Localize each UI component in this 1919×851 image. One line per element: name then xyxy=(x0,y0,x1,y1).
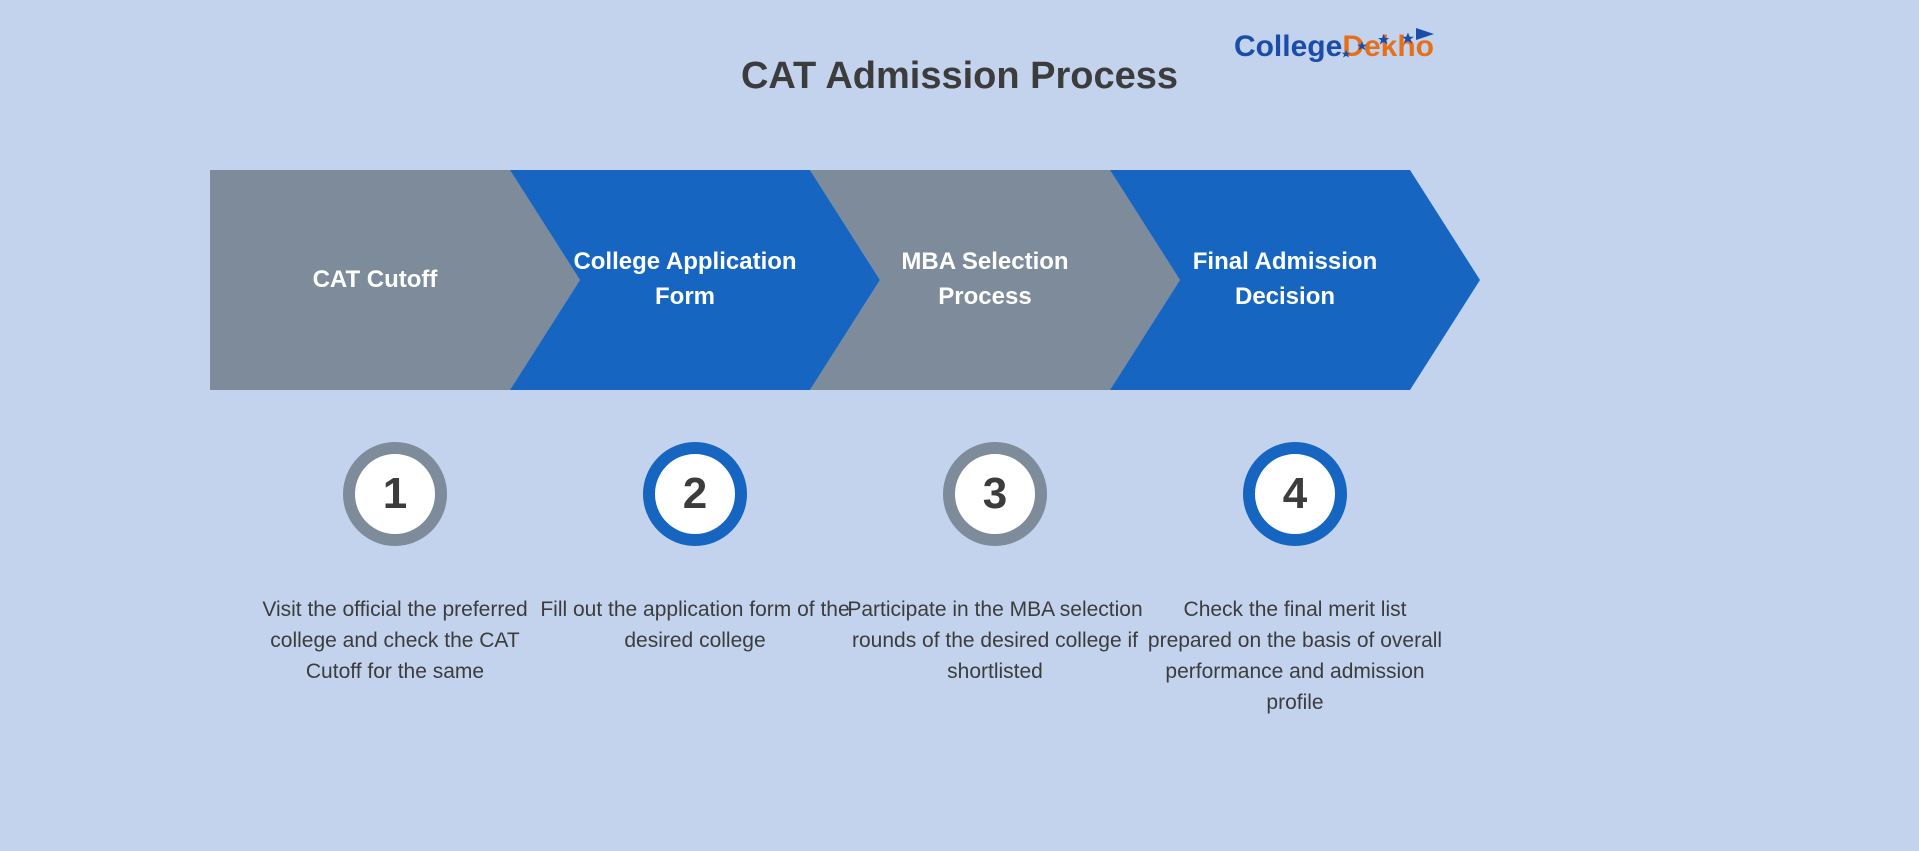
process-step-4: 4 Check the final merit list prepared on… xyxy=(1110,430,1480,718)
logo-text-1: Coll xyxy=(1234,30,1291,64)
step-description: Participate in the MBA selection rounds … xyxy=(840,594,1150,687)
step-description: Fill out the application form of the des… xyxy=(540,594,850,656)
process-chevron-4: Final AdmissionDecision xyxy=(1110,170,1480,390)
page-title: CAT Admission Process xyxy=(0,55,1919,98)
process-step-row: 1 Visit the official the preferred colle… xyxy=(210,430,1690,718)
brand-logo: Coll ege Dekho xyxy=(1234,30,1434,64)
step-number-badge: 4 xyxy=(1243,442,1347,546)
chevron-label: Final AdmissionDecision xyxy=(1163,245,1427,315)
step-description: Visit the official the preferred college… xyxy=(240,594,550,687)
step-description: Check the final merit list prepared on t… xyxy=(1140,594,1450,718)
step-number-badge: 3 xyxy=(943,442,1047,546)
step-number-badge: 1 xyxy=(343,442,447,546)
chevron-label: MBA SelectionProcess xyxy=(871,245,1118,315)
step-number-badge: 2 xyxy=(643,442,747,546)
logo-stars-icon xyxy=(1334,18,1434,58)
chevron-label: CAT Cutoff xyxy=(293,263,498,298)
process-chevron-row: CAT Cutoff College ApplicationForm MBA S… xyxy=(210,170,1480,390)
chevron-label: College ApplicationForm xyxy=(543,245,846,315)
